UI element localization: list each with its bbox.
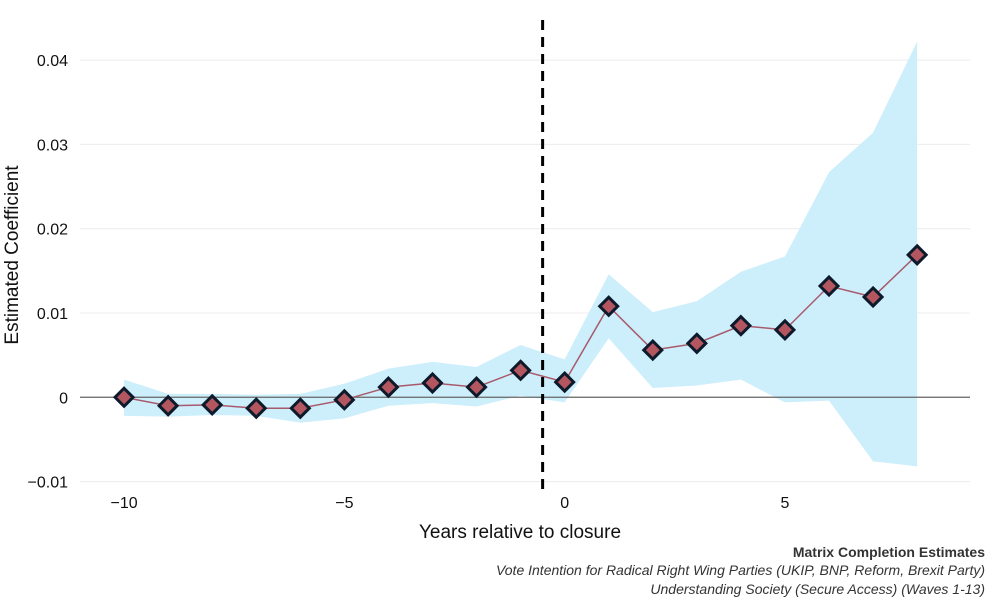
estimate-marker bbox=[641, 338, 664, 362]
estimate-marker bbox=[201, 393, 224, 416]
x-tick-label: −10 bbox=[110, 495, 137, 512]
confidence-band bbox=[124, 41, 918, 467]
estimate-marker bbox=[817, 274, 841, 298]
estimate-marker bbox=[333, 388, 356, 411]
y-tick-label: 0.02 bbox=[37, 222, 68, 239]
estimate-marker bbox=[289, 397, 312, 420]
estimate-marker bbox=[465, 376, 488, 399]
y-tick-label: −0.01 bbox=[28, 475, 69, 492]
y-tick-label: 0.04 bbox=[37, 53, 68, 70]
estimate-marker bbox=[685, 332, 708, 355]
estimate-marker bbox=[729, 314, 753, 337]
estimate-marker bbox=[906, 243, 929, 266]
x-tick-label: −5 bbox=[335, 495, 353, 512]
estimate-marker bbox=[377, 376, 400, 399]
estimate-marker bbox=[553, 370, 576, 394]
caption-source: Understanding Society (Secure Access) (W… bbox=[650, 581, 985, 597]
y-axis-ticks: −0.01 0 0.01 0.02 0.03 0.04 bbox=[28, 53, 69, 491]
confidence-band-area bbox=[124, 41, 918, 467]
y-tick-label: 0 bbox=[59, 390, 68, 407]
y-axis-title: Estimated Coefficient bbox=[2, 165, 23, 345]
x-tick-label: 5 bbox=[780, 495, 789, 512]
caption-title: Matrix Completion Estimates bbox=[792, 544, 985, 560]
estimate-marker bbox=[112, 386, 136, 409]
estimate-marker bbox=[509, 359, 532, 382]
estimate-marker bbox=[156, 394, 180, 417]
x-axis-title: Years relative to closure bbox=[419, 522, 621, 543]
y-tick-label: 0.03 bbox=[37, 137, 68, 154]
estimate-markers bbox=[112, 243, 929, 420]
estimate-marker bbox=[597, 295, 620, 318]
caption-subtitle: Vote Intention for Radical Right Wing Pa… bbox=[495, 562, 985, 578]
x-axis-ticks: −10 −5 0 5 bbox=[110, 495, 789, 512]
estimate-marker bbox=[773, 318, 797, 341]
y-tick-label: 0.01 bbox=[37, 306, 68, 323]
estimate-marker bbox=[421, 371, 444, 395]
x-tick-label: 0 bbox=[560, 495, 569, 512]
estimate-marker bbox=[861, 285, 885, 309]
estimate-marker bbox=[245, 397, 268, 420]
